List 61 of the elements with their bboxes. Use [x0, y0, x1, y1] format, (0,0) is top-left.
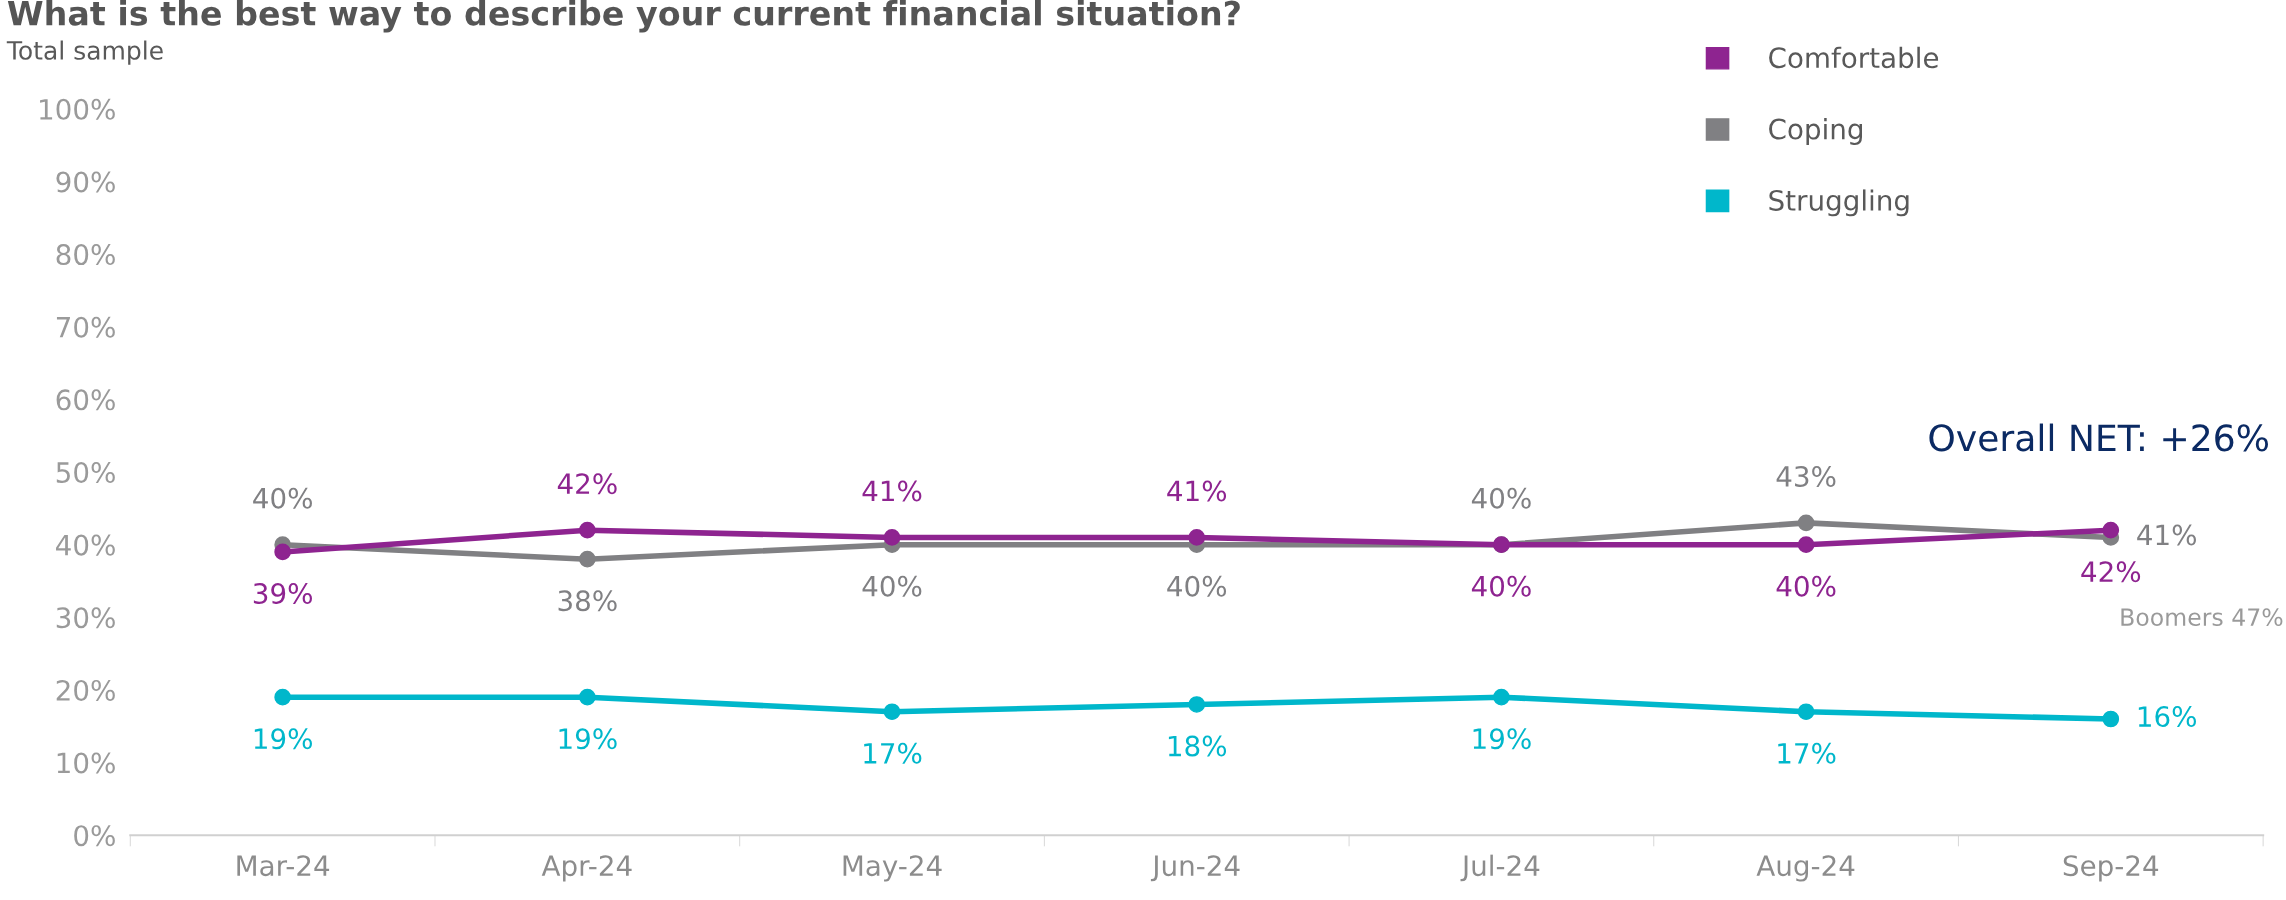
data-label: 40% [1471, 575, 1531, 597]
data-label: 40% [1167, 575, 1227, 597]
point [274, 688, 291, 706]
y-tick-label: 100% [40, 98, 115, 120]
data-label: 40% [1776, 575, 1836, 597]
point [1188, 529, 1206, 546]
legend-label: Coping [1769, 118, 1862, 145]
point [1188, 696, 1206, 713]
y-tick-label: 10% [57, 752, 115, 774]
data-label: 42% [557, 473, 617, 495]
point [2102, 710, 2120, 728]
data-label: 16% [2138, 706, 2196, 728]
y-tick-label: 20% [56, 679, 115, 701]
data-label: 19% [254, 728, 312, 750]
data-label: 41% [2137, 524, 2196, 546]
point [579, 521, 596, 539]
point [1797, 514, 1815, 532]
legend-label: Comfortable [1769, 46, 1939, 69]
y-tick-label: 70% [56, 316, 115, 338]
data-label: 41% [862, 480, 922, 502]
y-tick-label: 50% [56, 461, 115, 483]
y-tick-label: 30% [56, 607, 115, 629]
legend-label: Struggling [1769, 189, 1909, 217]
data-label: 18% [1168, 735, 1227, 757]
point [1797, 703, 1815, 721]
data-label: 43% [1776, 465, 1836, 487]
data-label: 19% [1473, 728, 1531, 750]
x-tick-label: Sep-24 [2063, 855, 2159, 882]
point [1493, 688, 1510, 706]
y-tick-label: 90% [56, 171, 115, 193]
data-label: 17% [1778, 742, 1836, 764]
point [1797, 536, 1815, 554]
x-tick-label: Aug-24 [1756, 855, 1855, 882]
annotation: Boomers 47% [2121, 608, 2283, 627]
x-tick-label: May-24 [843, 855, 942, 882]
chart-subtitle: Total sample [6, 40, 163, 65]
y-tick-label: 60% [56, 389, 115, 411]
x-tick-label: Jul-24 [1460, 854, 1540, 882]
x-tick-label: Jun-24 [1150, 855, 1240, 882]
annotation: Overall NET: +26% [1929, 423, 2268, 452]
point [579, 688, 596, 706]
point [883, 529, 901, 546]
point [579, 550, 596, 568]
chart-title: What is the best way to describe your current financial situation? [7, 0, 1240, 33]
data-label: 40% [253, 487, 312, 509]
y-tick-label: 0% [74, 825, 115, 847]
data-label: 39% [253, 582, 312, 604]
data-label: 41% [1167, 480, 1227, 502]
data-label: 17% [864, 742, 922, 764]
point [883, 703, 901, 721]
x-tick-label: Apr-24 [541, 855, 632, 882]
data-label: 42% [2081, 561, 2141, 583]
x-tick-label: Mar-24 [237, 855, 330, 877]
point [274, 543, 291, 561]
data-label: 40% [862, 575, 922, 597]
y-tick-label: 40% [56, 534, 115, 556]
data-label: 38% [558, 590, 617, 612]
point [2102, 521, 2120, 539]
data-label: 19% [559, 728, 617, 750]
y-tick-label: 80% [56, 244, 115, 266]
data-label: 40% [1471, 487, 1531, 509]
